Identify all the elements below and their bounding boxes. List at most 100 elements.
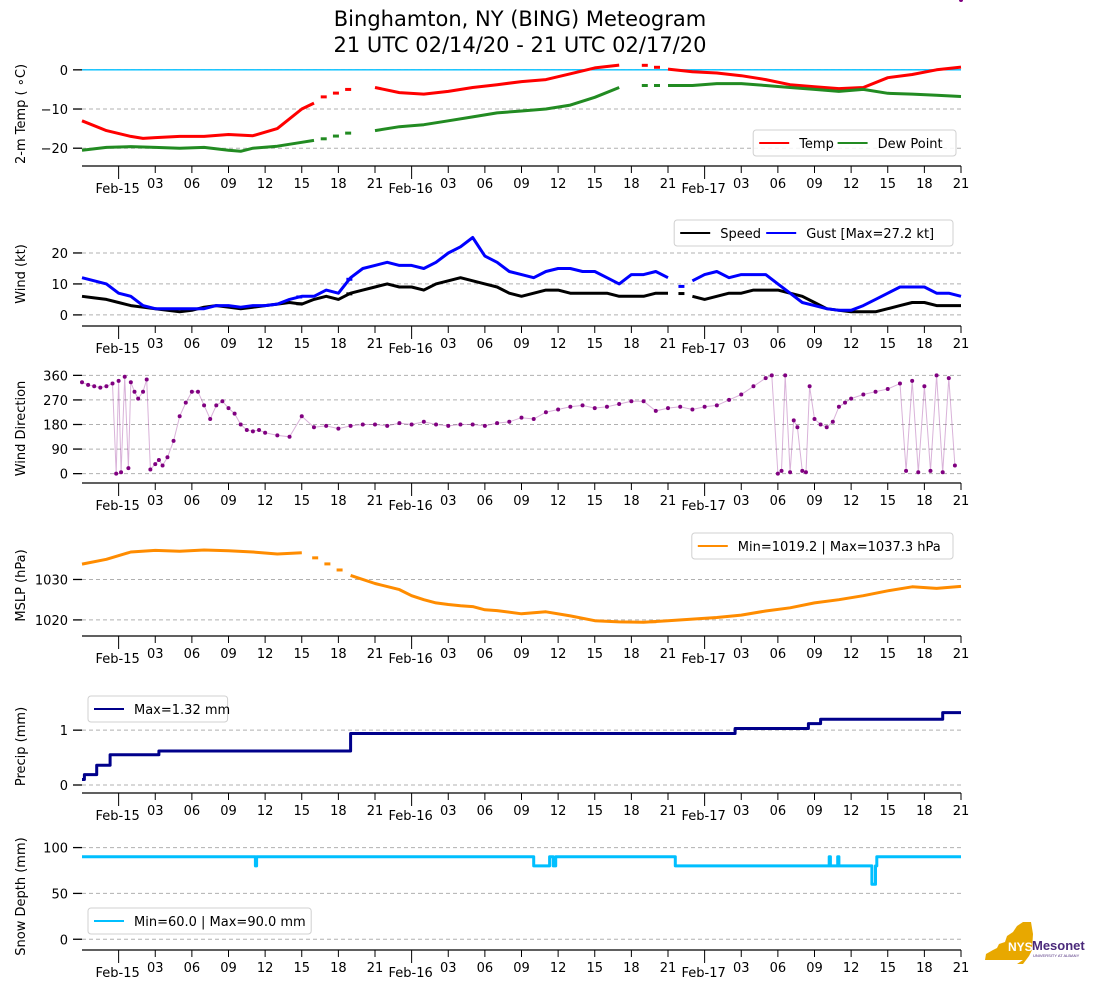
x-tick-label: Feb-17 xyxy=(682,966,726,981)
x-tick-label: 09 xyxy=(806,961,823,976)
x-tick-label: Feb-15 xyxy=(96,652,140,667)
x-tick-label: 21 xyxy=(953,804,970,819)
data-point xyxy=(531,417,536,422)
x-tick-label: 03 xyxy=(147,177,164,192)
data-point xyxy=(629,399,634,404)
panel-temp: 0 −10 −20 2-m Temp ( ∘C) Feb-15 03 06 09 12 15 18 2… xyxy=(14,63,970,197)
y-tick-label: −10 xyxy=(41,103,68,118)
data-point xyxy=(250,429,255,434)
data-point xyxy=(153,462,158,467)
x-tick-label: 21 xyxy=(660,177,677,192)
data-point xyxy=(110,381,115,386)
logo-nys-text: NYS xyxy=(1008,940,1033,954)
x-tick-label: 03 xyxy=(440,494,457,509)
y-tick-label: 0 xyxy=(60,933,68,948)
data-point xyxy=(238,422,243,427)
data-point xyxy=(165,455,170,460)
x-tick-label: 12 xyxy=(550,961,567,976)
data-point xyxy=(617,402,622,407)
x-tick-label: 12 xyxy=(550,804,567,819)
x-tick-label: 03 xyxy=(440,961,457,976)
x-tick-label: Feb-17 xyxy=(682,652,726,667)
x-tick-label: Feb-16 xyxy=(389,499,433,514)
data-point xyxy=(311,425,316,430)
data-point xyxy=(208,417,213,422)
x-tick-label: 06 xyxy=(770,647,787,662)
y-tick-label: 1030 xyxy=(35,573,68,588)
x-tick-label: Feb-15 xyxy=(96,182,140,197)
x-tick-label: 09 xyxy=(513,804,530,819)
x-tick-label: 12 xyxy=(843,961,860,976)
x-tick-label: 21 xyxy=(953,177,970,192)
x-tick-label: 15 xyxy=(293,337,310,352)
data-point xyxy=(788,470,793,475)
x-tick-label: 06 xyxy=(184,177,201,192)
data-point xyxy=(104,384,109,389)
x-tick-label: 18 xyxy=(623,647,640,662)
x-tick-label: 15 xyxy=(879,337,896,352)
y-tick-label: 100 xyxy=(43,842,68,857)
x-tick-label: 06 xyxy=(184,647,201,662)
x-tick-label: 12 xyxy=(843,647,860,662)
series-temp xyxy=(81,63,962,140)
data-point xyxy=(910,378,915,383)
data-point xyxy=(156,457,161,462)
x-tick-label: 06 xyxy=(770,961,787,976)
data-point xyxy=(275,433,280,438)
legend-label: Gust [Max=27.2 kt] xyxy=(806,227,934,242)
logo-subtext: UNIVERSITY AT ALBANY xyxy=(1033,953,1080,958)
data-point xyxy=(836,404,841,409)
x-tick-label: 06 xyxy=(477,337,494,352)
x-tick-label: 12 xyxy=(257,494,274,509)
x-tick-label: Feb-15 xyxy=(96,809,140,824)
data-point xyxy=(136,396,141,401)
x-tick-label: 03 xyxy=(147,804,164,819)
data-point xyxy=(160,463,165,468)
x-tick-label: 15 xyxy=(586,177,603,192)
series-min-1019-2-max-1037-3-hpa xyxy=(81,548,962,624)
data-point xyxy=(702,404,707,409)
x-tick-label: 06 xyxy=(184,337,201,352)
legend-label: Temp xyxy=(798,137,834,152)
data-point xyxy=(482,423,487,428)
x-tick-label: 06 xyxy=(184,804,201,819)
data-point xyxy=(324,423,329,428)
data-point xyxy=(114,471,119,476)
x-tick-label: 12 xyxy=(257,177,274,192)
x-tick-label: 12 xyxy=(843,494,860,509)
data-point xyxy=(812,417,817,422)
data-point xyxy=(458,422,463,427)
data-point xyxy=(783,373,788,378)
x-tick-label: 21 xyxy=(367,177,384,192)
x-tick-label: 21 xyxy=(367,337,384,352)
series-line xyxy=(81,236,962,312)
x-tick-label: 15 xyxy=(586,337,603,352)
legend-snow: Min=60.0 | Max=90.0 mm xyxy=(87,907,312,935)
data-point xyxy=(470,422,475,427)
data-point xyxy=(86,382,91,387)
x-tick-label: 03 xyxy=(440,804,457,819)
series-line xyxy=(81,82,962,153)
data-point xyxy=(495,421,500,426)
data-point xyxy=(763,376,768,381)
data-point xyxy=(690,407,695,412)
data-point xyxy=(800,468,805,473)
data-point xyxy=(678,404,683,409)
x-tick-label: Feb-16 xyxy=(389,809,433,824)
series-max-1-32-mm xyxy=(82,711,961,781)
x-tick-label: 06 xyxy=(770,177,787,192)
x-tick-label: 15 xyxy=(293,961,310,976)
data-point xyxy=(897,381,902,386)
data-point xyxy=(568,404,573,409)
x-tick-label: 15 xyxy=(586,804,603,819)
x-tick-label: 03 xyxy=(733,177,750,192)
x-tick-label: 09 xyxy=(806,494,823,509)
y-tick-label: 180 xyxy=(43,419,68,434)
x-tick-label: 18 xyxy=(916,337,933,352)
data-point xyxy=(739,392,744,397)
chart-title: Binghamton, NY (BING) Meteogram 21 UTC 0… xyxy=(0,6,1040,58)
x-tick-label: 15 xyxy=(586,647,603,662)
legend-wind: Speed Gust [Max=27.2 kt] xyxy=(673,219,954,247)
